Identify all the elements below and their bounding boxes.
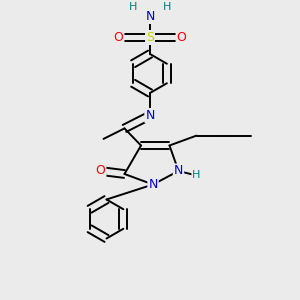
Text: N: N xyxy=(145,10,155,23)
Text: H: H xyxy=(163,2,171,13)
Text: O: O xyxy=(177,31,186,44)
Text: N: N xyxy=(145,109,155,122)
Text: N: N xyxy=(148,178,158,191)
Text: H: H xyxy=(129,2,137,13)
Text: O: O xyxy=(114,31,123,44)
Text: S: S xyxy=(146,31,154,44)
Text: O: O xyxy=(96,164,105,178)
Text: N: N xyxy=(174,164,183,178)
Text: H: H xyxy=(192,170,201,181)
